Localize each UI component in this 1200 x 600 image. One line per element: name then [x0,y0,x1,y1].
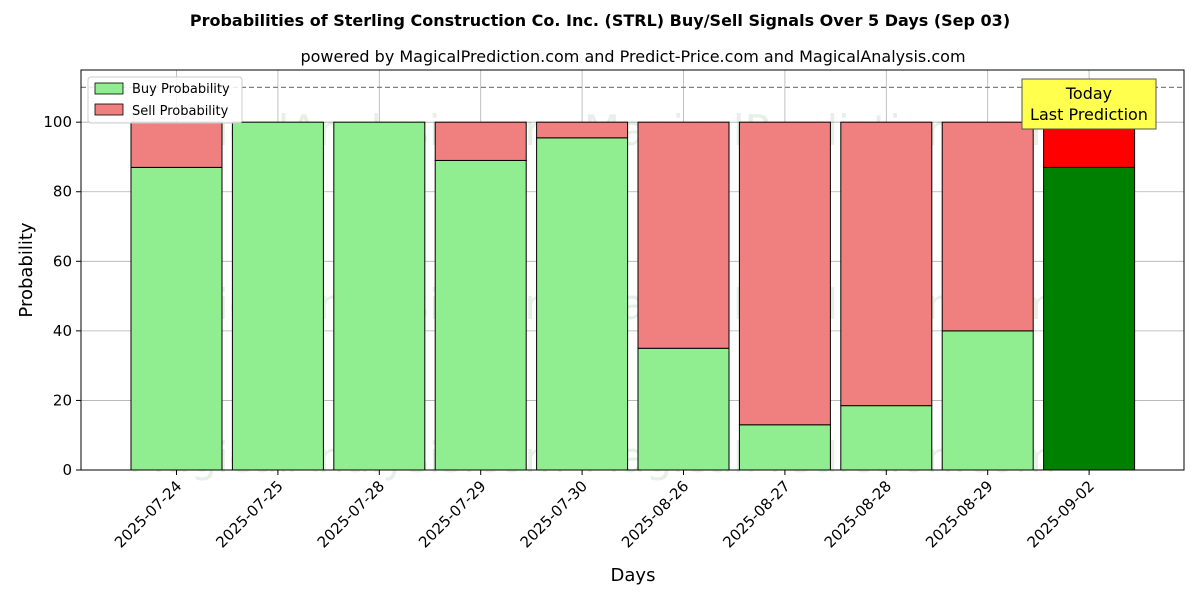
bar-buy-2025-07-29 [434,159,527,471]
bar-sell-2025-07-29 [434,121,527,161]
legend-label-sell: Sell Probability [132,104,229,119]
legend-swatch-sell [94,103,124,116]
bar-sell-2025-08-28 [840,121,933,407]
bar-buy-2025-08-27 [738,424,831,471]
y-axis-ticks: 0 20 40 60 80 100 [43,113,81,479]
bar-buy-2025-07-25 [231,121,324,471]
bar-sell-2025-08-26 [637,121,730,349]
bar-buy-2025-09-02 [1043,166,1136,471]
annotation-line2: Last Prediction [1030,105,1148,124]
y-tick-label: 40 [53,322,72,340]
bar-buy-2025-08-28 [840,405,933,471]
y-tick-label: 60 [53,252,72,270]
bar-sell-2025-09-02 [1043,121,1136,168]
legend: Buy Probability Sell Probability [87,76,243,124]
bar-buy-2025-08-26 [637,347,730,471]
bar-sell-2025-07-24 [130,121,223,168]
today-annotation: Today Last Prediction [1021,78,1157,130]
y-tick-label: 0 [62,461,72,479]
y-axis-label: Probability [16,222,37,317]
bar-buy-2025-07-28 [333,121,426,471]
annotation-line1: Today [1065,84,1112,103]
x-axis-label: Days [611,565,656,586]
bar-sell-2025-08-27 [738,121,831,426]
bar-sell-2025-07-30 [536,121,629,139]
y-tick-label: 20 [53,391,72,409]
legend-box [87,76,243,124]
y-tick-label: 80 [53,183,72,201]
y-tick-label: 100 [43,113,72,131]
annotation-box [1021,78,1157,130]
legend-swatch-buy [94,82,124,95]
chart-title: Probabilities of Sterling Construction C… [190,11,1010,30]
bar-buy-2025-07-30 [536,137,629,471]
bar-sell-2025-08-29 [941,121,1034,332]
bar-buy-2025-08-29 [941,330,1034,471]
bars [130,121,1136,471]
legend-label-buy: Buy Probability [132,82,230,97]
chart-subtitle: powered by MagicalPrediction.com and Pre… [300,47,965,66]
plot-frame [80,69,1185,471]
bar-buy-2025-07-24 [130,166,223,471]
